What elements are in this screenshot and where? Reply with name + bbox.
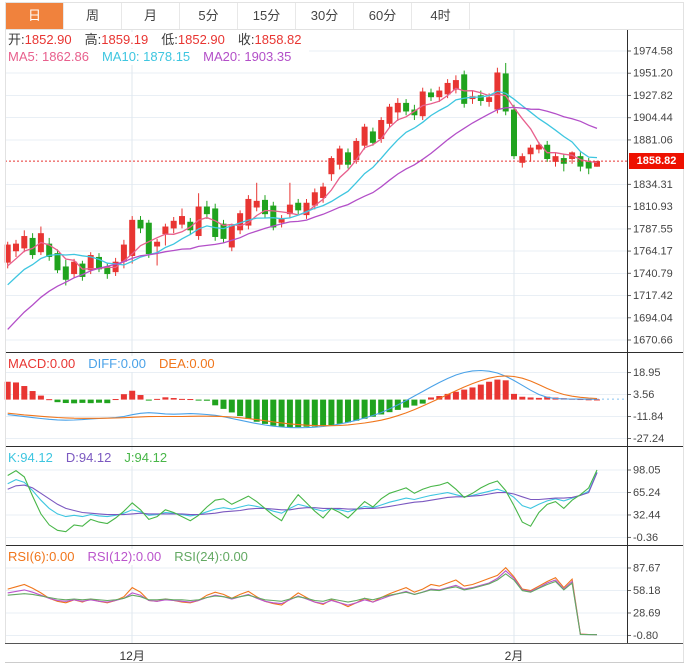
y-tick-label: 18.95 bbox=[633, 367, 661, 379]
x-axis-label: 2月 bbox=[504, 649, 524, 663]
ma-lines-layer bbox=[7, 87, 598, 330]
dea-value: DEA:0.00 bbox=[159, 356, 215, 371]
y-tick-label: -27.24 bbox=[633, 433, 664, 445]
tab-day[interactable]: 日 bbox=[6, 3, 64, 29]
y-tick-label: -0.36 bbox=[633, 532, 658, 544]
separator-kdj-top bbox=[5, 446, 684, 447]
y-tick-label: 87.67 bbox=[633, 563, 661, 575]
y-tick-label: 1717.42 bbox=[633, 290, 673, 302]
tab-min5[interactable]: 5分 bbox=[180, 3, 238, 29]
y-tick-label: 1881.06 bbox=[633, 134, 673, 146]
kdj-legend: K:94.12 D:94.12 J:94.12 bbox=[7, 450, 186, 466]
close-value: 收:1858.82 bbox=[237, 32, 302, 47]
y-tick-label: 1670.66 bbox=[633, 334, 673, 346]
ma20-value: MA20: 1903.35 bbox=[203, 49, 292, 64]
y-tick-label: 58.18 bbox=[633, 585, 661, 597]
tab-strip: 日周月 5分 15分 30分 60分 4时 bbox=[5, 2, 683, 30]
rsi6-value: RSI(6):0.00 bbox=[8, 549, 75, 564]
kdj-layer bbox=[7, 469, 598, 533]
outer-right-border bbox=[683, 2, 684, 662]
y-tick-label: 3.56 bbox=[633, 389, 654, 401]
ma10-value: MA10: 1878.15 bbox=[101, 49, 191, 64]
y-tick-label: 1787.55 bbox=[633, 223, 673, 235]
diff-value: DIFF:0.00 bbox=[88, 356, 147, 371]
rsi-legend: RSI(6):0.00 RSI(12):0.00 RSI(24):0.00 bbox=[7, 549, 266, 565]
macd-value: MACD:0.00 bbox=[8, 356, 76, 371]
high-value: 高:1859.19 bbox=[84, 32, 149, 47]
plot-left-border bbox=[5, 30, 6, 643]
tab-week[interactable]: 周 bbox=[64, 3, 122, 29]
ohlc-row: 开:1852.90 高:1859.19 低:1852.90 收:1858.82 bbox=[7, 32, 320, 48]
tab-hour4[interactable]: 4时 bbox=[412, 3, 470, 29]
j-value: J:94.12 bbox=[124, 450, 168, 465]
y-tick-label: 1951.20 bbox=[633, 68, 673, 80]
tab-min60[interactable]: 60分 bbox=[354, 3, 412, 29]
low-value: 低:1852.90 bbox=[161, 32, 225, 47]
y-tick-label: 1974.58 bbox=[633, 46, 673, 58]
y-tick-label: 1740.79 bbox=[633, 268, 673, 280]
tab-min15[interactable]: 15分 bbox=[238, 3, 296, 29]
y-tick-label: 1764.17 bbox=[633, 246, 673, 258]
axis-layer: 1974.58 1951.20 1927.82 1904.44 1881.06 1834.… bbox=[627, 46, 673, 642]
separator-xaxis bbox=[5, 643, 684, 644]
y-tick-label: 1927.82 bbox=[633, 90, 673, 102]
ma-row: MA5: 1862.86 MA10: 1878.15 MA20: 1903.35 bbox=[7, 49, 310, 65]
rsi24-value: RSI(24):0.00 bbox=[174, 549, 248, 564]
y-tick-label: 1810.93 bbox=[633, 201, 673, 213]
y-tick-label: 1904.44 bbox=[633, 112, 673, 124]
macd-legend: MACD:0.00 DIFF:0.00 DEA:0.00 bbox=[7, 356, 233, 372]
y-tick-label: 65.24 bbox=[633, 487, 661, 499]
price-badge: 1858.82 bbox=[629, 153, 684, 169]
y-tick-label: -0.80 bbox=[633, 630, 658, 642]
d-value: D:94.12 bbox=[65, 450, 112, 465]
separator-rsi-top bbox=[5, 545, 684, 546]
rsi12-value: RSI(12):0.00 bbox=[87, 549, 162, 564]
bottom-border bbox=[5, 662, 684, 663]
ma-line-MA20 bbox=[7, 106, 598, 330]
ma5-value: MA5: 1862.86 bbox=[8, 49, 89, 64]
y-tick-label: -11.84 bbox=[633, 411, 663, 423]
tab-month[interactable]: 月 bbox=[122, 3, 180, 29]
y-tick-label: 98.05 bbox=[633, 465, 661, 477]
x-axis-label: 12月 bbox=[119, 649, 145, 663]
separator-macd-top bbox=[5, 352, 684, 353]
macd-layer bbox=[4, 369, 627, 429]
ma-line-MA5 bbox=[7, 87, 598, 270]
rsi-layer bbox=[7, 566, 598, 636]
open-value: 开:1852.90 bbox=[8, 32, 72, 47]
y-tick-label: 32.44 bbox=[633, 509, 661, 521]
plot-right-border bbox=[627, 30, 628, 643]
y-tick-label: 28.69 bbox=[633, 607, 661, 619]
y-tick-label: 1834.31 bbox=[633, 179, 673, 191]
ma-line-MA10 bbox=[7, 90, 598, 286]
k-value: K:94.12 bbox=[8, 450, 53, 465]
y-tick-label: 1694.04 bbox=[633, 312, 673, 324]
tab-min30[interactable]: 30分 bbox=[296, 3, 354, 29]
